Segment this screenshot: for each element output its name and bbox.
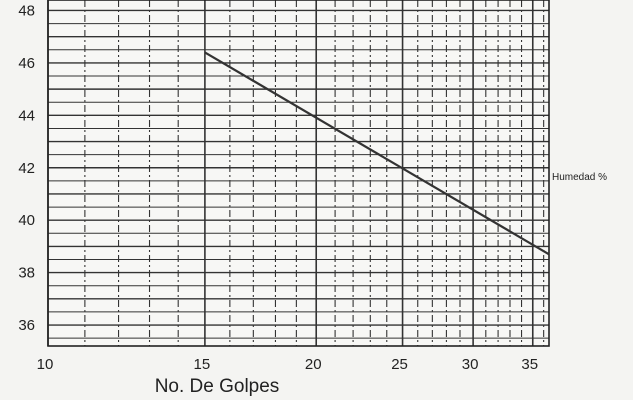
series-label-humedad: Humedad % [552,172,607,183]
y-axis-ticks: 36 38 40 42 44 46 48 [18,2,35,334]
y-tick-label: 40 [18,212,35,229]
grid [47,0,550,347]
x-tick-label: 35 [521,356,538,373]
plot-background [48,0,549,346]
y-tick-label: 38 [18,265,35,282]
plot-frame [47,0,550,347]
y-tick-label: 46 [18,55,35,72]
series-line-0 [204,51,550,256]
x-axis-ticks: 10 15 20 25 30 35 [37,356,538,373]
y-tick-label: 42 [18,160,35,177]
x-tick-label: 10 [37,356,54,373]
y-tick-label: 48 [18,2,35,19]
x-axis-title: No. De Golpes [155,376,280,397]
x-tick-label: 25 [391,356,408,373]
x-tick-label: 30 [462,356,479,373]
y-tick-label: 36 [18,317,35,334]
y-tick-label: 44 [18,107,35,124]
series-layer [204,51,550,256]
x-tick-label: 15 [194,356,211,373]
x-tick-label: 20 [305,356,322,373]
